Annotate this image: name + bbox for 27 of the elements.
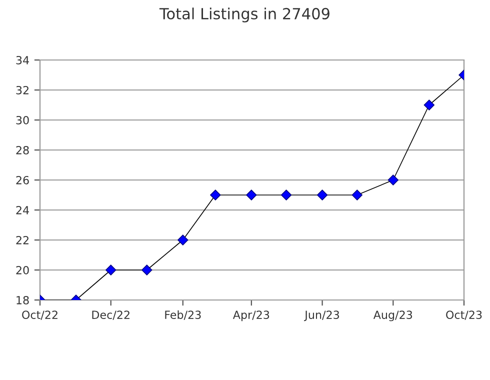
- y-tick-label: 22: [16, 236, 28, 244]
- point: [424, 100, 434, 110]
- point: [178, 234, 188, 246]
- y-tick-label: 32: [16, 86, 28, 94]
- point: [210, 190, 221, 200]
- point: [106, 264, 116, 276]
- x-tick-label: Dec/22: [92, 310, 130, 320]
- y-tick-label: 18: [16, 296, 29, 304]
- y-tick-label: 24: [16, 206, 29, 214]
- y-tick-label: 34: [16, 56, 29, 64]
- point: [352, 190, 362, 200]
- point: [246, 190, 257, 200]
- x-tick-label: Oct/23: [446, 310, 482, 320]
- chart-title: Total Listings in 27409: [159, 8, 330, 22]
- y-tick-label: 20: [16, 266, 29, 274]
- x-tick-label: Aug/23: [373, 310, 412, 322]
- point: [142, 264, 152, 276]
- y-tick-label: 28: [16, 146, 29, 154]
- y-tick-label: 30: [16, 116, 29, 124]
- y-tick-label: 26: [16, 176, 29, 184]
- x-tick-label: Apr/23: [232, 310, 270, 322]
- x-tick-label: Jun/23: [304, 310, 340, 322]
- point: [388, 174, 398, 186]
- point: [316, 190, 328, 200]
- point: [280, 190, 292, 200]
- x-tick-label: Oct/22: [22, 310, 58, 320]
- x-tick-label: Feb/23: [165, 310, 201, 320]
